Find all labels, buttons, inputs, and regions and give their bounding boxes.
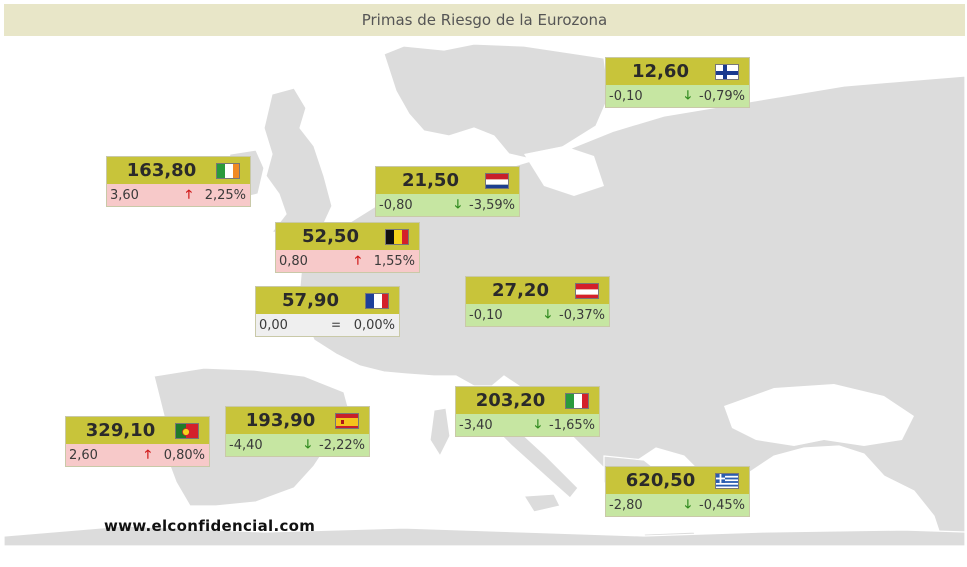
arrow-up-icon: 🡑 [144, 446, 151, 461]
risk-change-row: -3,40 🡓 -1,65% [456, 414, 599, 436]
risk-change-value: -0,80 [379, 197, 413, 213]
risk-change-value: -2,80 [609, 497, 643, 513]
risk-change-row: -2,80 🡓 -0,45% [606, 494, 749, 516]
risk-card-greece[interactable]: 620,50 -2,80 🡓 -0,45% [605, 466, 750, 517]
risk-change-row: 2,60 🡑 0,80% [66, 444, 209, 466]
risk-change-percent: 1,55% [373, 253, 415, 269]
risk-change-row: -0,10 🡓 -0,37% [466, 304, 609, 326]
risk-card-netherlands[interactable]: 21,50 -0,80 🡓 -3,59% [375, 166, 520, 217]
belgium-flag-icon [385, 229, 409, 245]
risk-change-value: 3,60 [110, 187, 139, 203]
source-link[interactable]: www.elconfidencial.com [104, 517, 316, 535]
risk-card-italy[interactable]: 203,20 -3,40 🡓 -1,65% [455, 386, 600, 437]
risk-change-percent: 0,00% [353, 317, 395, 333]
risk-value-row: 203,20 [456, 387, 599, 414]
baltic-sea-shape [524, 146, 604, 196]
risk-premium-value: 52,50 [302, 226, 359, 247]
austria-flag-icon [575, 283, 599, 299]
risk-premium-value: 21,50 [402, 170, 459, 191]
risk-change-percent: 2,25% [204, 187, 246, 203]
page-title-text: Primas de Riesgo de la Eurozona [361, 11, 608, 29]
risk-card-france[interactable]: 57,90 0,00 = 0,00% [255, 286, 400, 337]
risk-change-percent: -2,22% [319, 437, 365, 453]
risk-change-percent: -0,45% [699, 497, 745, 513]
risk-change-percent: -1,65% [549, 417, 595, 433]
risk-change-value: -3,40 [459, 417, 493, 433]
africa-shape [4, 525, 965, 546]
ireland-flag-icon [216, 163, 240, 179]
risk-premium-value: 329,10 [85, 420, 156, 441]
great-britain-shape [263, 87, 333, 237]
risk-card-portugal[interactable]: 329,10 2,60 🡑 0,80% [65, 416, 210, 467]
risk-value-row: 57,90 [256, 287, 399, 314]
portugal-flag-icon [175, 423, 199, 439]
risk-change-row: -0,10 🡓 -0,79% [606, 85, 749, 107]
europe-map: 12,60 -0,10 🡓 -0,79% 163,80 3,60 🡑 2,25%… [4, 36, 965, 546]
risk-card-finland[interactable]: 12,60 -0,10 🡓 -0,79% [605, 57, 750, 108]
risk-value-row: 193,90 [226, 407, 369, 434]
risk-premium-value: 203,20 [475, 390, 546, 411]
risk-premium-value: 620,50 [625, 470, 696, 491]
risk-change-percent: 0,80% [163, 447, 205, 463]
risk-change-percent: -3,59% [469, 197, 515, 213]
risk-change-row: -0,80 🡓 -3,59% [376, 194, 519, 216]
risk-change-percent: -0,37% [559, 307, 605, 323]
france-flag-icon [365, 293, 389, 309]
risk-change-row: 3,60 🡑 2,25% [107, 184, 250, 206]
arrow-down-icon: 🡓 [684, 496, 691, 511]
italy-flag-icon [565, 393, 589, 409]
netherlands-flag-icon [485, 173, 509, 189]
risk-value-row: 27,20 [466, 277, 609, 304]
sicily-shape [522, 493, 561, 513]
risk-value-row: 620,50 [606, 467, 749, 494]
risk-value-row: 12,60 [606, 58, 749, 85]
risk-value-row: 329,10 [66, 417, 209, 444]
risk-card-spain[interactable]: 193,90 -4,40 🡓 -2,22% [225, 406, 370, 457]
risk-premium-value: 12,60 [632, 61, 689, 82]
page-title: Primas de Riesgo de la Eurozona [4, 4, 965, 36]
risk-change-value: 2,60 [69, 447, 98, 463]
greece-flag-icon [715, 473, 739, 489]
equal-icon: = [330, 318, 341, 332]
risk-premium-value: 27,20 [492, 280, 549, 301]
risk-card-austria[interactable]: 27,20 -0,10 🡓 -0,37% [465, 276, 610, 327]
arrow-up-icon: 🡑 [354, 252, 361, 267]
risk-value-row: 163,80 [107, 157, 250, 184]
risk-card-ireland[interactable]: 163,80 3,60 🡑 2,25% [106, 156, 251, 207]
risk-card-belgium[interactable]: 52,50 0,80 🡑 1,55% [275, 222, 420, 273]
risk-change-value: -0,10 [609, 88, 643, 104]
risk-premium-value: 57,90 [282, 290, 339, 311]
scandinavia-shape [383, 43, 610, 162]
risk-premium-value: 163,80 [126, 160, 197, 181]
black-sea-shape [724, 384, 914, 446]
risk-change-value: 0,00 [259, 317, 288, 333]
sardinia-shape [429, 407, 451, 458]
risk-change-value: 0,80 [279, 253, 308, 269]
risk-change-row: -4,40 🡓 -2,22% [226, 434, 369, 456]
arrow-down-icon: 🡓 [544, 306, 551, 321]
risk-change-value: -0,10 [469, 307, 503, 323]
arrow-down-icon: 🡓 [684, 87, 691, 102]
risk-premium-value: 193,90 [245, 410, 316, 431]
risk-value-row: 21,50 [376, 167, 519, 194]
risk-change-percent: -0,79% [699, 88, 745, 104]
finland-flag-icon [715, 64, 739, 80]
arrow-down-icon: 🡓 [454, 196, 461, 211]
spain-flag-icon [335, 413, 359, 429]
risk-change-row: 0,00 = 0,00% [256, 314, 399, 336]
arrow-down-icon: 🡓 [304, 436, 311, 451]
risk-change-row: 0,80 🡑 1,55% [276, 250, 419, 272]
risk-value-row: 52,50 [276, 223, 419, 250]
arrow-up-icon: 🡑 [185, 186, 192, 201]
arrow-down-icon: 🡓 [534, 416, 541, 431]
risk-change-value: -4,40 [229, 437, 263, 453]
